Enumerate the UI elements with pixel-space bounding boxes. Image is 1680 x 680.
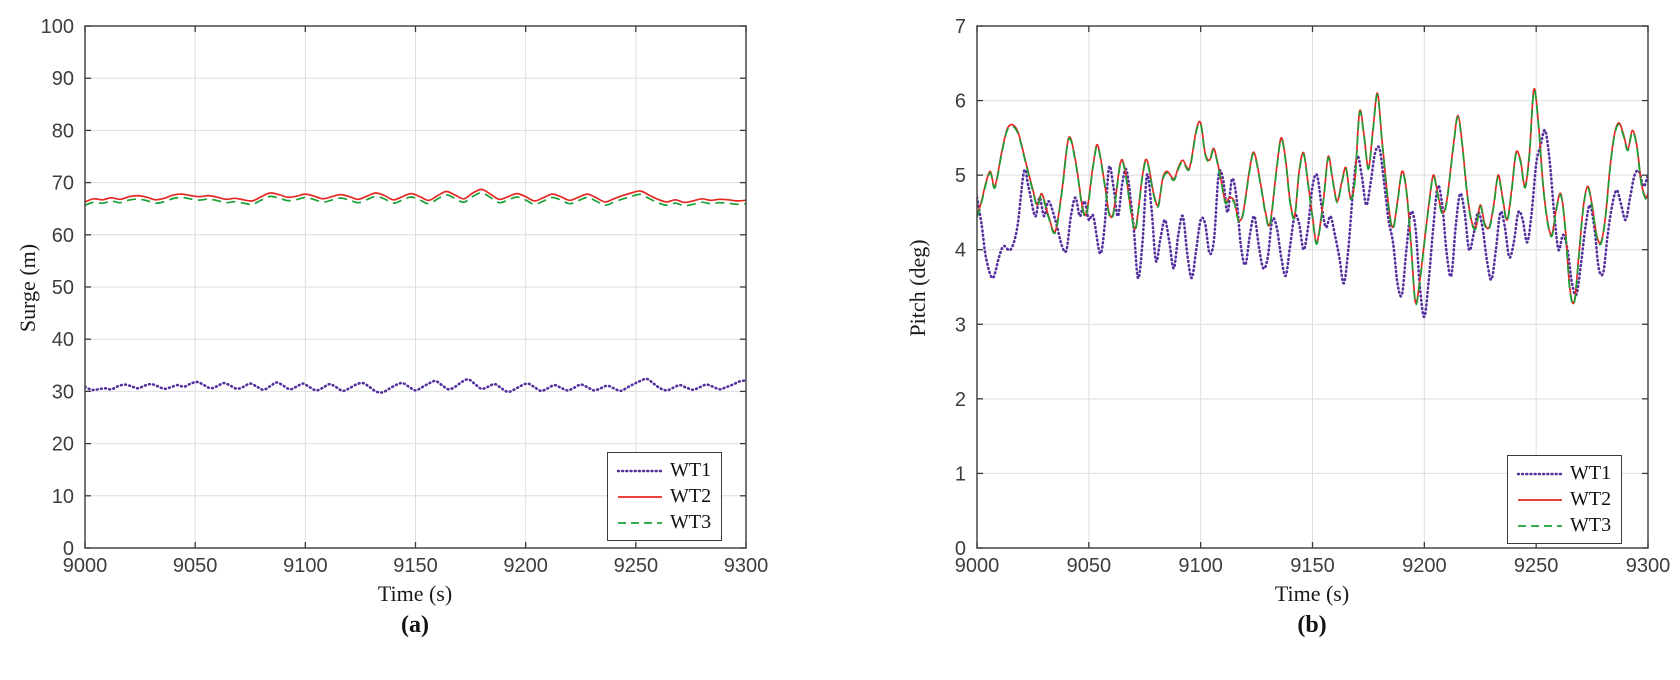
- svg-text:1: 1: [955, 463, 966, 485]
- pitch-legend: WT1 WT2 WT3: [1507, 455, 1623, 544]
- legend-label: WT2: [1570, 488, 1612, 510]
- surge-series-wt1: [85, 377, 746, 394]
- surge-y-axis-label: Surge (m): [15, 243, 40, 333]
- svg-text:90: 90: [52, 68, 74, 90]
- svg-text:6: 6: [955, 91, 966, 113]
- svg-text:4: 4: [955, 240, 966, 262]
- pitch-series-wt3: [977, 89, 1648, 306]
- pitch-series-wt1: [977, 128, 1648, 319]
- legend-line-sample: [618, 521, 662, 524]
- svg-text:9200: 9200: [1402, 555, 1447, 577]
- pitch-series-group: [977, 87, 1648, 319]
- svg-text:10: 10: [52, 486, 74, 508]
- svg-text:20: 20: [52, 434, 74, 456]
- legend-item-wt1: WT1: [617, 459, 711, 482]
- svg-text:100: 100: [41, 16, 74, 38]
- legend-label: WT3: [670, 511, 712, 533]
- svg-text:50: 50: [52, 277, 74, 299]
- legend-item-wt3: WT3: [617, 511, 711, 534]
- surge-x-axis-label: Time (s): [377, 581, 453, 606]
- svg-text:5: 5: [955, 165, 966, 187]
- svg-text:30: 30: [52, 381, 74, 403]
- svg-text:9000: 9000: [63, 555, 108, 577]
- svg-text:9150: 9150: [393, 555, 438, 577]
- svg-text:80: 80: [52, 120, 74, 142]
- legend-line-sample: [618, 495, 662, 498]
- legend-label: WT1: [1570, 462, 1612, 484]
- svg-text:9150: 9150: [1290, 555, 1335, 577]
- legend-item-wt3: WT3: [1517, 514, 1611, 537]
- svg-text:40: 40: [52, 329, 74, 351]
- pitch-y-axis-label: Pitch (deg): [905, 239, 930, 337]
- legend-line-sample: [617, 469, 663, 472]
- svg-text:70: 70: [52, 173, 74, 195]
- svg-text:9000: 9000: [955, 555, 1000, 577]
- surge-series-wt3: [85, 191, 746, 207]
- legend-item-wt2: WT2: [617, 485, 711, 508]
- svg-text:9050: 9050: [1067, 555, 1112, 577]
- legend-label: WT1: [670, 459, 712, 481]
- svg-text:9200: 9200: [503, 555, 548, 577]
- svg-text:9250: 9250: [1514, 555, 1559, 577]
- svg-text:60: 60: [52, 225, 74, 247]
- svg-text:0: 0: [63, 538, 74, 560]
- caption-b: (b): [1297, 612, 1327, 638]
- surge-series-group: [85, 188, 746, 394]
- svg-text:9300: 9300: [724, 555, 769, 577]
- caption-a: (a): [401, 612, 429, 638]
- legend-line-sample: [1518, 524, 1562, 527]
- legend-label: WT3: [1570, 514, 1612, 536]
- legend-item-wt1: WT1: [1517, 462, 1611, 485]
- svg-text:9050: 9050: [173, 555, 218, 577]
- svg-text:3: 3: [955, 314, 966, 336]
- svg-text:9250: 9250: [614, 555, 659, 577]
- svg-text:9100: 9100: [1178, 555, 1223, 577]
- svg-text:9300: 9300: [1626, 555, 1671, 577]
- svg-text:7: 7: [955, 16, 966, 38]
- legend-item-wt2: WT2: [1517, 488, 1611, 511]
- surge-legend: WT1 WT2 WT3: [607, 452, 723, 541]
- surge-series-wt2: [85, 188, 746, 204]
- svg-text:0: 0: [955, 538, 966, 560]
- svg-text:2: 2: [955, 389, 966, 411]
- svg-text:9100: 9100: [283, 555, 328, 577]
- pitch-x-axis-label: Time (s): [1274, 581, 1350, 606]
- legend-line-sample: [1518, 498, 1562, 501]
- legend-label: WT2: [670, 485, 712, 507]
- legend-line-sample: [1517, 472, 1563, 475]
